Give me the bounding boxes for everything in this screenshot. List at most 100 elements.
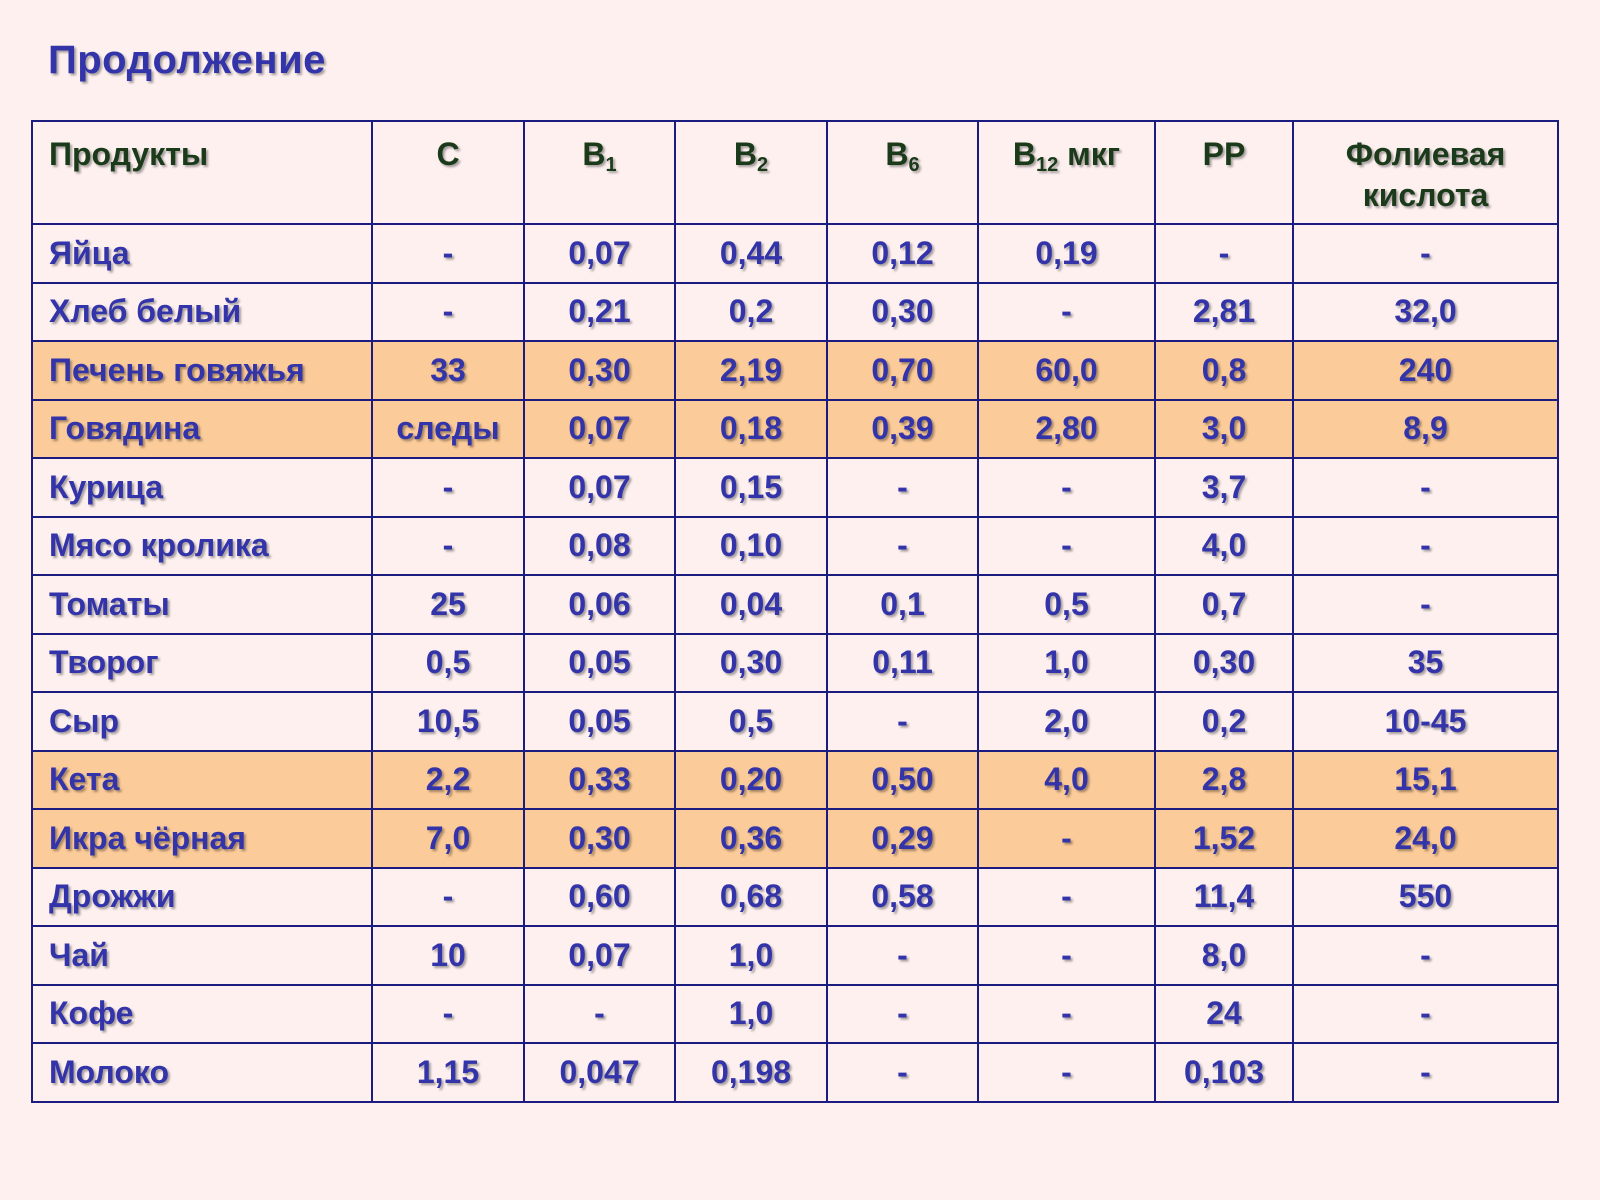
table-body: Яйца -0,07 0,44 0,12 0,19- - Хлеб белый -0,21 0,… <box>31 223 1559 1103</box>
cell-vitamin-b12: 2,0 <box>977 691 1156 752</box>
table-row: Хлеб белый -0,21 0,2 0,30-2,81 32,0 <box>31 281 1559 342</box>
cell-vitamin-c: 10,5 <box>371 691 525 752</box>
table-row: Печень говяжья 33 0,30 2,19 0,70 60,0 0,8 240 <box>31 340 1559 401</box>
cell-product: Творог <box>31 632 373 693</box>
cell-vitamin-b2: 0,198 <box>674 1042 828 1103</box>
cell-vitamin-pp: 0,103 <box>1154 1042 1294 1103</box>
cell-folic-acid: - <box>1292 223 1559 284</box>
cell-vitamin-c: 25 <box>371 574 525 635</box>
header-folic-acid: Фолиевая кислота <box>1292 120 1559 225</box>
cell-vitamin-c: - <box>371 281 525 342</box>
table-row: Кофе - -1,0- -24- <box>31 983 1559 1044</box>
cell-vitamin-b12: 4,0 <box>977 749 1156 810</box>
header-row: Продукты С В1 В2 В6 В12 мкг РР Фолиевая к… <box>31 120 1559 225</box>
cell-product: Молоко <box>31 1042 373 1103</box>
cell-vitamin-c: - <box>371 866 525 927</box>
cell-vitamin-b1: 0,05 <box>523 632 676 693</box>
cell-vitamin-b6: - <box>826 691 979 752</box>
cell-vitamin-b6: - <box>826 925 979 986</box>
vitamin-table: Продукты С В1 В2 В6 В12 мкг РР Фолиевая к… <box>31 120 1559 1103</box>
header-vitamin-pp: РР <box>1154 120 1294 225</box>
cell-product: Дрожжи <box>31 866 373 927</box>
cell-vitamin-b12: - <box>977 808 1156 869</box>
header-vitamin-b12-letter: В <box>1012 136 1036 172</box>
cell-vitamin-b6: 0,12 <box>826 223 979 284</box>
cell-vitamin-b1: 0,30 <box>523 808 676 869</box>
table-row: Икра чёрная 7,0 0,30 0,36 0,29-1,52 24,0 <box>31 808 1559 869</box>
cell-vitamin-b6: 0,1 <box>826 574 979 635</box>
cell-vitamin-pp: 2,8 <box>1154 749 1294 810</box>
cell-vitamin-b1: 0,047 <box>523 1042 676 1103</box>
cell-folic-acid: - <box>1292 983 1559 1044</box>
cell-product: Говядина <box>31 398 373 459</box>
cell-vitamin-c: 10 <box>371 925 525 986</box>
cell-vitamin-c: - <box>371 457 525 518</box>
cell-vitamin-b12: - <box>977 925 1156 986</box>
cell-vitamin-c: - <box>371 515 525 576</box>
cell-vitamin-pp: 0,30 <box>1154 632 1294 693</box>
cell-vitamin-b1: 0,21 <box>523 281 676 342</box>
cell-vitamin-b6: 0,50 <box>826 749 979 810</box>
table-row: Сыр 10,5 0,05 0,5-2,0 0,2 10-45 <box>31 691 1559 752</box>
cell-vitamin-b6: 0,30 <box>826 281 979 342</box>
header-vitamin-b6-subscript: 6 <box>908 154 920 176</box>
table-row: Говядина следы 0,07 0,18 0,39 2,80 3,0 8,9 <box>31 398 1559 459</box>
cell-vitamin-pp: 3,7 <box>1154 457 1294 518</box>
table-row: Яйца -0,07 0,44 0,12 0,19- - <box>31 223 1559 284</box>
page-title: Продолжение <box>48 38 326 82</box>
cell-vitamin-b1: 0,07 <box>523 398 676 459</box>
header-vitamin-b6: В6 <box>826 120 979 225</box>
cell-vitamin-pp: 3,0 <box>1154 398 1294 459</box>
cell-product: Хлеб белый <box>31 281 373 342</box>
header-vitamin-b6-letter: В <box>885 136 909 172</box>
cell-vitamin-b6: - <box>826 983 979 1044</box>
cell-vitamin-pp: 4,0 <box>1154 515 1294 576</box>
header-vitamin-b1-subscript: 1 <box>605 154 617 176</box>
cell-product: Сыр <box>31 691 373 752</box>
header-vitamin-b1-letter: В <box>582 136 606 172</box>
cell-folic-acid: 8,9 <box>1292 398 1559 459</box>
cell-vitamin-b2: 2,19 <box>674 340 828 401</box>
cell-product: Мясо кролика <box>31 515 373 576</box>
cell-folic-acid: 10-45 <box>1292 691 1559 752</box>
cell-vitamin-b6: 0,58 <box>826 866 979 927</box>
cell-vitamin-b1: 0,05 <box>523 691 676 752</box>
table-row: Чай 10 0,07 1,0- -8,0- <box>31 925 1559 986</box>
cell-vitamin-b1: - <box>523 983 676 1044</box>
cell-vitamin-b1: 0,08 <box>523 515 676 576</box>
table-row: Творог 0,5 0,05 0,30 0,11 1,0 0,30 35 <box>31 632 1559 693</box>
cell-vitamin-b2: 0,5 <box>674 691 828 752</box>
cell-vitamin-b2: 0,68 <box>674 866 828 927</box>
cell-vitamin-b2: 0,30 <box>674 632 828 693</box>
header-vitamin-b12-unit: мкг <box>1058 136 1121 172</box>
header-vitamin-b12-subscript: 12 <box>1035 154 1059 176</box>
cell-product: Кофе <box>31 983 373 1044</box>
cell-vitamin-pp: - <box>1154 223 1294 284</box>
cell-vitamin-b12: 1,0 <box>977 632 1156 693</box>
cell-vitamin-b12: - <box>977 866 1156 927</box>
cell-product: Чай <box>31 925 373 986</box>
cell-vitamin-b6: - <box>826 1042 979 1103</box>
cell-folic-acid: - <box>1292 1042 1559 1103</box>
cell-vitamin-pp: 1,52 <box>1154 808 1294 869</box>
cell-vitamin-b1: 0,33 <box>523 749 676 810</box>
cell-folic-acid: 15,1 <box>1292 749 1559 810</box>
cell-vitamin-b2: 0,15 <box>674 457 828 518</box>
cell-product: Курица <box>31 457 373 518</box>
cell-folic-acid: - <box>1292 925 1559 986</box>
cell-vitamin-b6: 0,29 <box>826 808 979 869</box>
cell-folic-acid: - <box>1292 574 1559 635</box>
cell-vitamin-b2: 0,2 <box>674 281 828 342</box>
cell-vitamin-c: - <box>371 983 525 1044</box>
cell-vitamin-b1: 0,07 <box>523 925 676 986</box>
cell-vitamin-b6: - <box>826 515 979 576</box>
cell-vitamin-b6: 0,39 <box>826 398 979 459</box>
table-row: Молоко 1,15 0,047 0,198- -0,103- <box>31 1042 1559 1103</box>
cell-vitamin-b12: - <box>977 281 1156 342</box>
cell-vitamin-b6: 0,11 <box>826 632 979 693</box>
cell-vitamin-b1: 0,30 <box>523 340 676 401</box>
cell-folic-acid: 32,0 <box>1292 281 1559 342</box>
cell-product: Печень говяжья <box>31 340 373 401</box>
table-row: Курица -0,07 0,15- -3,7- <box>31 457 1559 518</box>
cell-vitamin-b2: 0,04 <box>674 574 828 635</box>
